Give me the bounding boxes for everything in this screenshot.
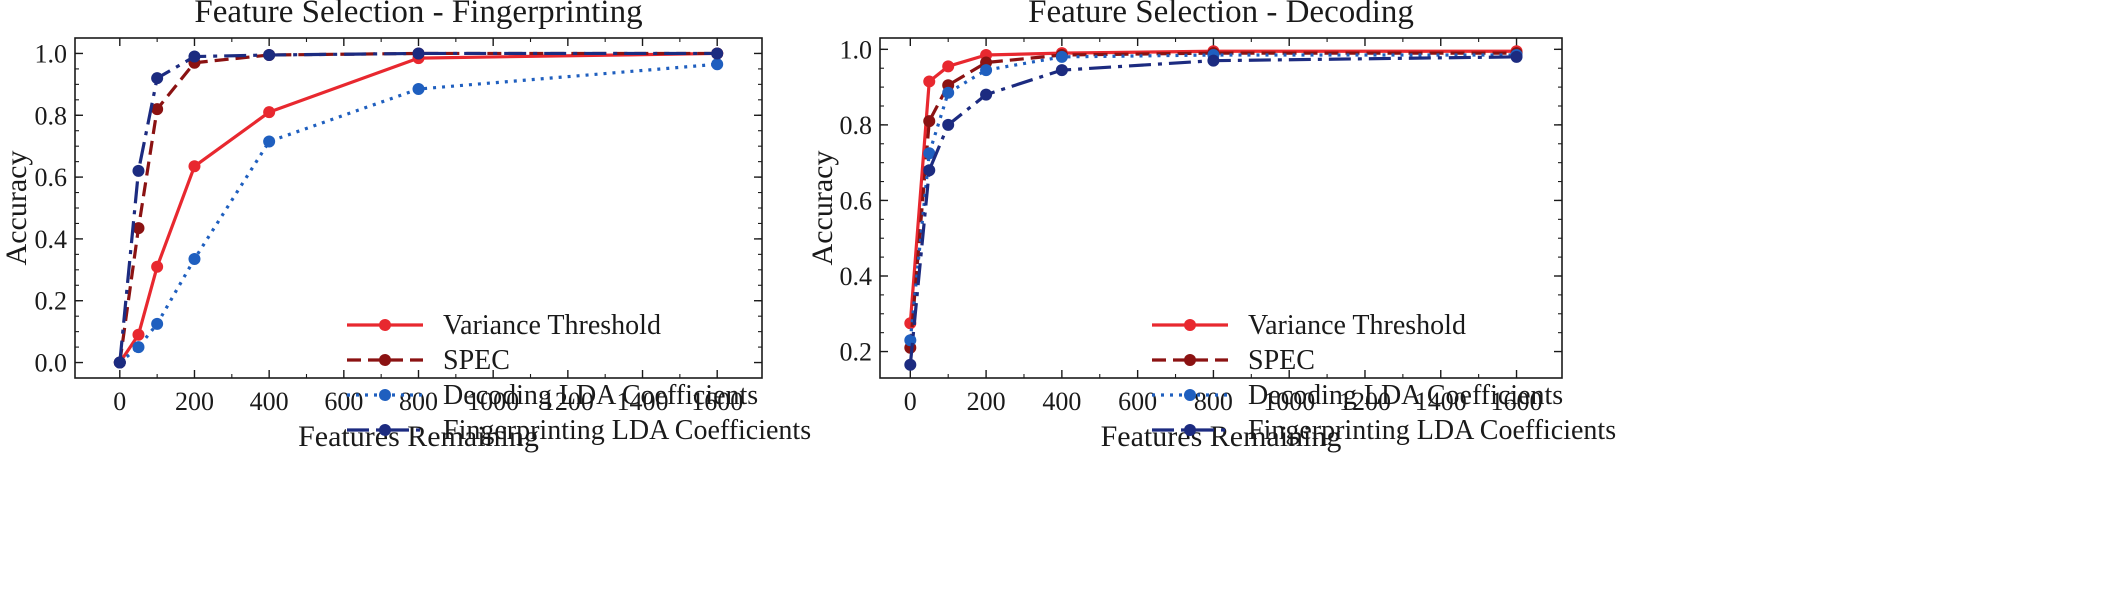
chart-title: Feature Selection - Decoding [1028, 0, 1414, 30]
legend: Variance Threshold SPEC Decoding LDA Coeff… [1152, 310, 1616, 446]
x-tick-label: 1400 [617, 387, 669, 416]
x-tick-label: 200 [967, 387, 1006, 416]
x-tick-label: 800 [1194, 387, 1233, 416]
data-point [151, 103, 164, 116]
x-tick-label: 200 [175, 387, 214, 416]
data-point [980, 64, 993, 77]
data-point [263, 49, 276, 61]
series-line [908, 53, 1517, 341]
y-axis-label: Accuracy [806, 151, 839, 266]
data-point [113, 356, 126, 369]
y-tick-label: 0.6 [840, 186, 873, 215]
y-tick-label: 0.2 [840, 338, 873, 367]
chart-2: Feature Selection - Decoding 0 200 400 600 80… [806, 0, 1616, 453]
data-point [132, 164, 145, 177]
x-tick-label: 1000 [467, 387, 519, 416]
legend: Variance Threshold SPEC Decoding LDA Coeff… [347, 310, 811, 446]
data-point [132, 222, 145, 235]
x-tick-label: 1600 [691, 387, 743, 416]
series-fingerprinting_lda [113, 47, 724, 369]
chart-1: Feature Selection - Fingerprinting 0 200 40… [0, 0, 811, 453]
data-point [132, 341, 145, 354]
data-point [263, 135, 276, 148]
x-tick-label: 1200 [1339, 387, 1391, 416]
legend-entry: Decoding LDA Coefficients [443, 380, 758, 411]
y-tick-label: 0.2 [35, 287, 68, 316]
data-point [923, 115, 936, 128]
x-tick-label: 600 [324, 387, 363, 416]
data-point [132, 328, 145, 341]
legend-marker [379, 319, 391, 331]
x-tick-label: 1000 [1263, 387, 1315, 416]
legend-marker [379, 424, 391, 436]
y-tick-label: 0.0 [35, 349, 68, 378]
x-axis-label: Features Remaining [1101, 420, 1342, 453]
data-point [188, 50, 201, 63]
legend-entry: Decoding LDA Coefficients [1248, 380, 1563, 411]
y-tick-label: 0.4 [840, 262, 873, 291]
data-point [711, 58, 724, 71]
x-tick-label: 600 [1118, 387, 1157, 416]
series-fingerprinting_lda [904, 50, 1523, 371]
legend-marker [1184, 424, 1196, 436]
legend-marker [1184, 389, 1196, 401]
data-point [188, 253, 201, 265]
x-tick-label: 0 [113, 387, 126, 416]
data-point [412, 47, 425, 60]
legend-entry: SPEC [1248, 345, 1315, 376]
data-point [711, 47, 724, 60]
legend-entry: Variance Threshold [1248, 310, 1466, 341]
y-tick-label: 1.0 [840, 35, 873, 64]
data-point [1055, 64, 1068, 77]
data-point [942, 118, 955, 131]
x-tick-label: 1200 [542, 387, 594, 416]
x-tick-label: 800 [399, 387, 438, 416]
x-tick-label: 1600 [1491, 387, 1543, 416]
data-point [923, 164, 936, 177]
data-point [980, 88, 993, 101]
data-point [942, 60, 955, 73]
data-point [188, 160, 201, 173]
data-point [263, 106, 276, 119]
data-point [151, 260, 164, 273]
legend-marker [379, 354, 391, 366]
y-tick-label: 1.0 [35, 39, 68, 68]
y-tick-label: 0.4 [35, 225, 68, 254]
data-point [151, 317, 164, 330]
x-tick-label: 400 [1042, 387, 1081, 416]
legend-entry: Fingerprinting LDA Coefficients [443, 415, 811, 446]
series-decoding_lda [904, 49, 1523, 347]
data-point [923, 75, 936, 88]
chart-title: Feature Selection - Fingerprinting [194, 0, 642, 30]
series-variance [904, 45, 1523, 330]
x-tick-label: 400 [250, 387, 289, 416]
y-axis-label: Accuracy [0, 151, 33, 266]
legend-entry: Fingerprinting LDA Coefficients [1248, 415, 1616, 446]
data-point [904, 358, 917, 371]
data-point [1055, 50, 1068, 63]
data-point [1510, 50, 1523, 63]
plot-frame [879, 37, 1563, 379]
x-tick-label: 0 [904, 387, 917, 416]
legend-marker [1184, 319, 1196, 331]
data-point [1207, 54, 1220, 67]
series-line [908, 49, 1517, 324]
legend-entry: Variance Threshold [443, 310, 661, 341]
data-point [923, 147, 936, 160]
legend-marker [379, 389, 391, 401]
y-tick-label: 0.8 [35, 101, 68, 130]
series-spec [904, 47, 1523, 354]
legend-marker [1184, 354, 1196, 366]
y-tick-label: 0.8 [840, 111, 873, 140]
data-point [412, 83, 425, 95]
data-point [151, 72, 164, 85]
x-tick-label: 1400 [1415, 387, 1467, 416]
legend-entry: SPEC [443, 345, 510, 376]
x-axis-label: Features Remaining [298, 420, 539, 453]
data-point [942, 86, 955, 99]
y-tick-label: 0.6 [35, 163, 68, 192]
series-line [908, 51, 1517, 348]
